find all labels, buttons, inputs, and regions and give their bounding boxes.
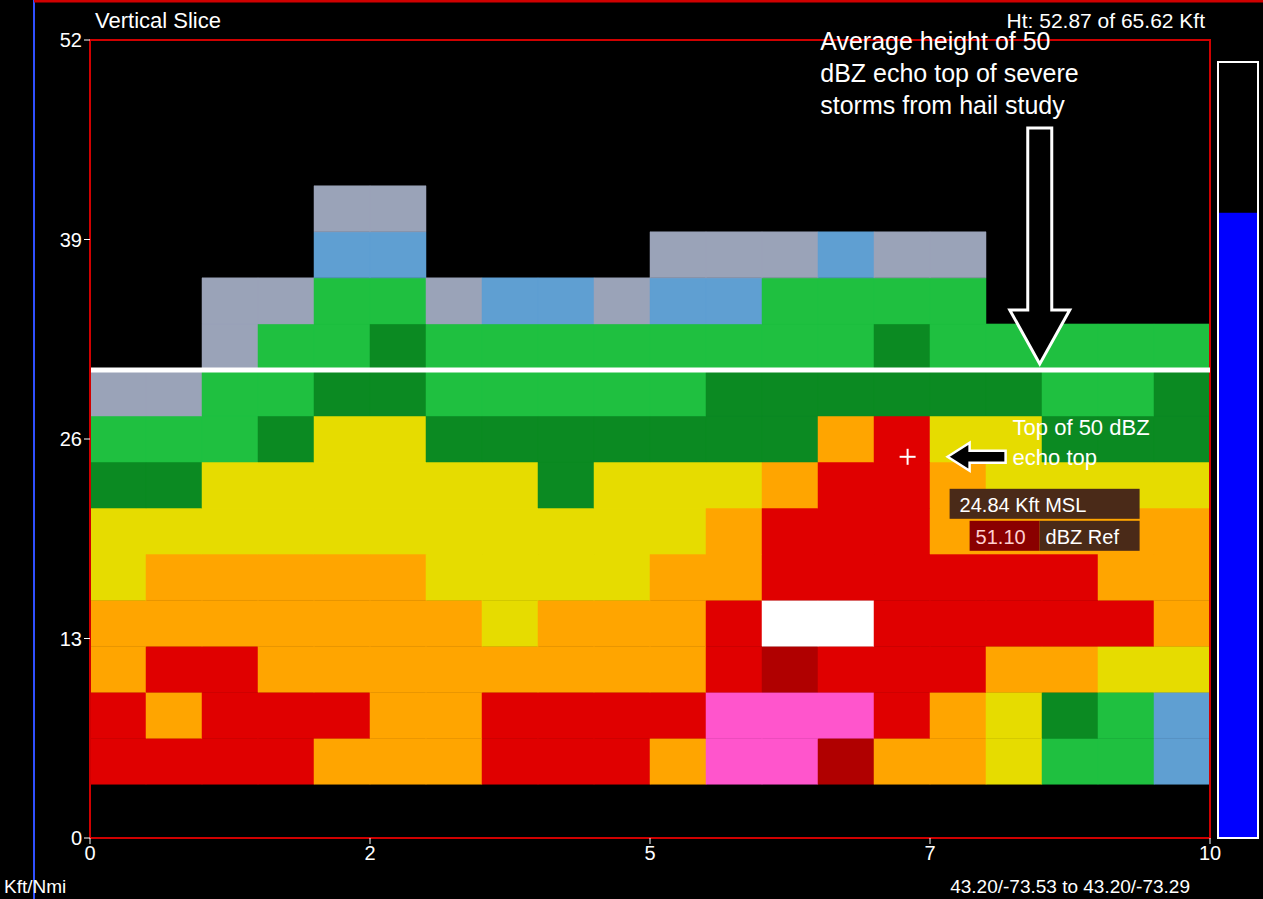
svg-text:52: 52 bbox=[60, 29, 82, 51]
svg-text:39: 39 bbox=[60, 229, 82, 251]
svg-text:13: 13 bbox=[60, 628, 82, 650]
svg-text:24.84 Kft MSL: 24.84 Kft MSL bbox=[960, 494, 1087, 516]
svg-text:51.10: 51.10 bbox=[976, 526, 1026, 548]
svg-text:2: 2 bbox=[364, 842, 375, 864]
svg-text:Average height of 50: Average height of 50 bbox=[820, 27, 1050, 55]
svg-text:dBZ echo top of severe: dBZ echo top of severe bbox=[820, 59, 1078, 87]
svg-text:echo top: echo top bbox=[1013, 445, 1097, 470]
svg-text:0: 0 bbox=[71, 827, 82, 849]
svg-text:Vertical Slice: Vertical Slice bbox=[95, 8, 221, 33]
svg-text:0: 0 bbox=[84, 842, 95, 864]
svg-text:7: 7 bbox=[924, 842, 935, 864]
svg-text:Kft/Nmi: Kft/Nmi bbox=[4, 876, 66, 897]
svg-text:Top of 50 dBZ: Top of 50 dBZ bbox=[1013, 415, 1150, 440]
svg-text:43.20/-73.53 to 43.20/-73.29: 43.20/-73.53 to 43.20/-73.29 bbox=[950, 876, 1190, 897]
svg-text:5: 5 bbox=[644, 842, 655, 864]
svg-text:Ht: 52.87 of 65.62 Kft: Ht: 52.87 of 65.62 Kft bbox=[1007, 9, 1206, 32]
svg-text:26: 26 bbox=[60, 428, 82, 450]
svg-text:10: 10 bbox=[1199, 842, 1221, 864]
svg-text:storms from hail study: storms from hail study bbox=[820, 91, 1065, 119]
svg-text:dBZ Ref: dBZ Ref bbox=[1046, 526, 1120, 548]
